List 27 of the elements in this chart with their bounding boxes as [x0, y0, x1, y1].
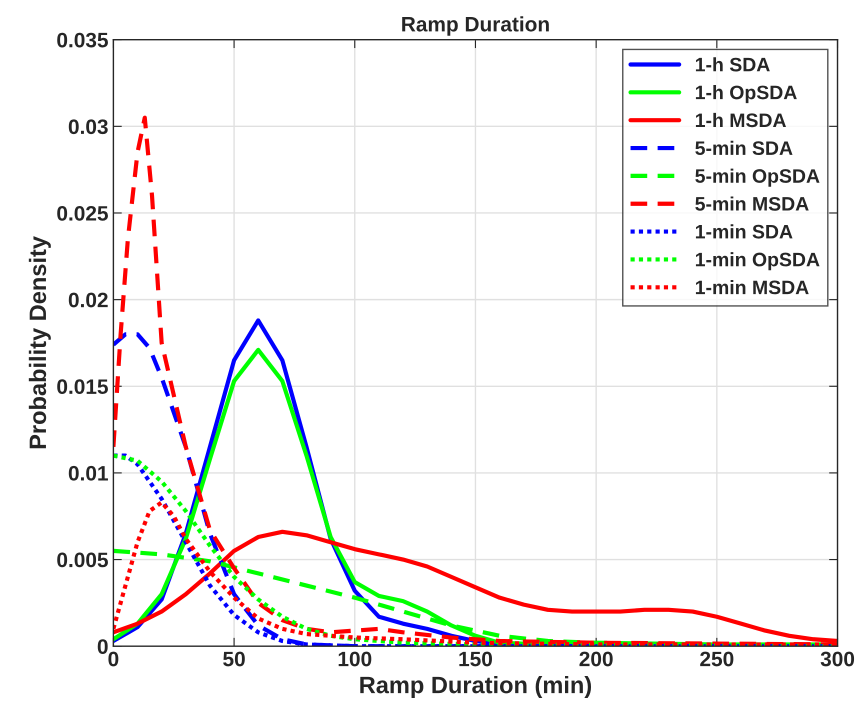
x-tick-label: 300 [820, 652, 854, 666]
legend-label: 5-min MSDA [695, 196, 809, 211]
y-tick-label: 0.005 [57, 552, 108, 568]
x-axis-title: Ramp Duration (min) [360, 676, 592, 698]
x-tick-label: 150 [459, 652, 492, 666]
x-tick-label: 100 [338, 652, 372, 666]
y-tick-label: 0.01 [68, 466, 108, 481]
legend-label: 1-min SDA [696, 224, 793, 239]
x-tick-label: 250 [700, 652, 734, 666]
y-tick-label: 0.03 [68, 119, 108, 134]
legend-label: 1-h OpSDA [696, 85, 797, 104]
x-tick-label: 50 [223, 652, 245, 666]
legend-label: 5-min OpSDA [695, 168, 820, 187]
y-axis-title: Probability Density [28, 236, 51, 448]
y-tick-label: 0.02 [68, 292, 108, 308]
legend-label: 1-min MSDA [696, 280, 809, 294]
x-tick-label: 200 [579, 652, 613, 666]
legend-label: 5-min SDA [695, 140, 793, 156]
legend-label: 1-h MSDA [696, 112, 786, 128]
y-tick-label: 0.035 [57, 32, 108, 48]
chart-title: Ramp Duration [402, 16, 549, 36]
x-tick-label: 0 [108, 652, 118, 666]
y-tick-label: 0 [98, 639, 108, 654]
legend-label: 1-min OpSDA [696, 252, 820, 270]
y-tick-label: 0.025 [57, 206, 108, 221]
legend-label: 1-h SDA [696, 57, 770, 72]
y-tick-label: 0.015 [57, 379, 108, 394]
